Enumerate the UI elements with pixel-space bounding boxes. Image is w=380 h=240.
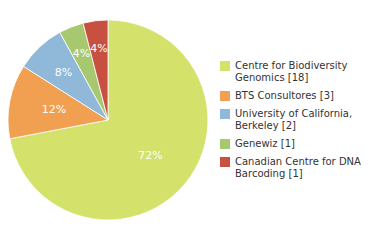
legend-label: Genewiz [1]: [235, 138, 295, 149]
data-label: 4%: [90, 42, 107, 55]
legend-swatch: [220, 61, 230, 71]
legend-label: BTS Consultores [3]: [235, 90, 334, 101]
data-label: 12%: [42, 103, 66, 116]
legend-label: Canadian Centre for DNABarcoding [1]: [235, 156, 361, 179]
legend-swatch: [220, 91, 230, 101]
data-label: 4%: [73, 47, 90, 60]
legend-swatch: [220, 109, 230, 119]
pie-slice: [83, 20, 108, 120]
chart: 72%12%8%4%4%Centre for BiodiversityGenom…: [0, 0, 380, 240]
data-label: 72%: [138, 149, 162, 162]
slices: [8, 20, 208, 220]
legend-label: University of California,Berkeley [2]: [235, 108, 352, 131]
legend-label: Centre for BiodiversityGenomics [18]: [235, 60, 348, 83]
data-label: 8%: [55, 66, 72, 79]
legend: Centre for BiodiversityGenomics [18] BTS …: [220, 60, 361, 179]
legend-swatch: [220, 139, 230, 149]
data-labels: 72%12%8%4%4%: [42, 42, 163, 161]
legend-swatch: [220, 157, 230, 167]
